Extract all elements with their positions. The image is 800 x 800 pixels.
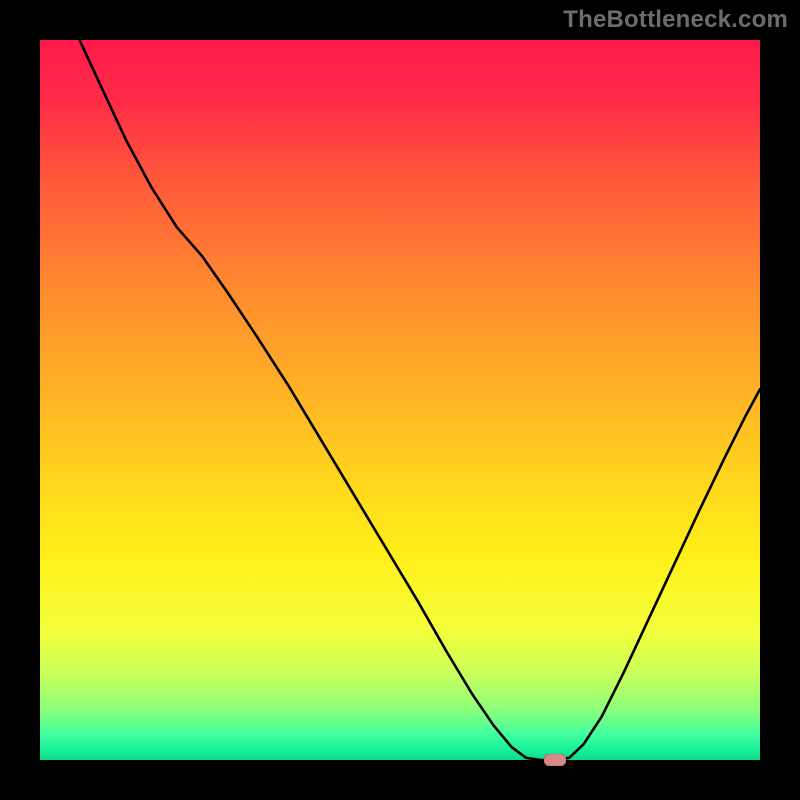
optimum-marker-rect <box>544 754 566 766</box>
optimum-marker <box>544 754 566 766</box>
plot-area <box>40 40 760 760</box>
watermark-text: TheBottleneck.com <box>563 6 788 34</box>
chart-frame: TheBottleneck.com <box>0 0 800 800</box>
curve-polyline <box>80 40 760 760</box>
bottleneck-curve <box>40 40 760 760</box>
